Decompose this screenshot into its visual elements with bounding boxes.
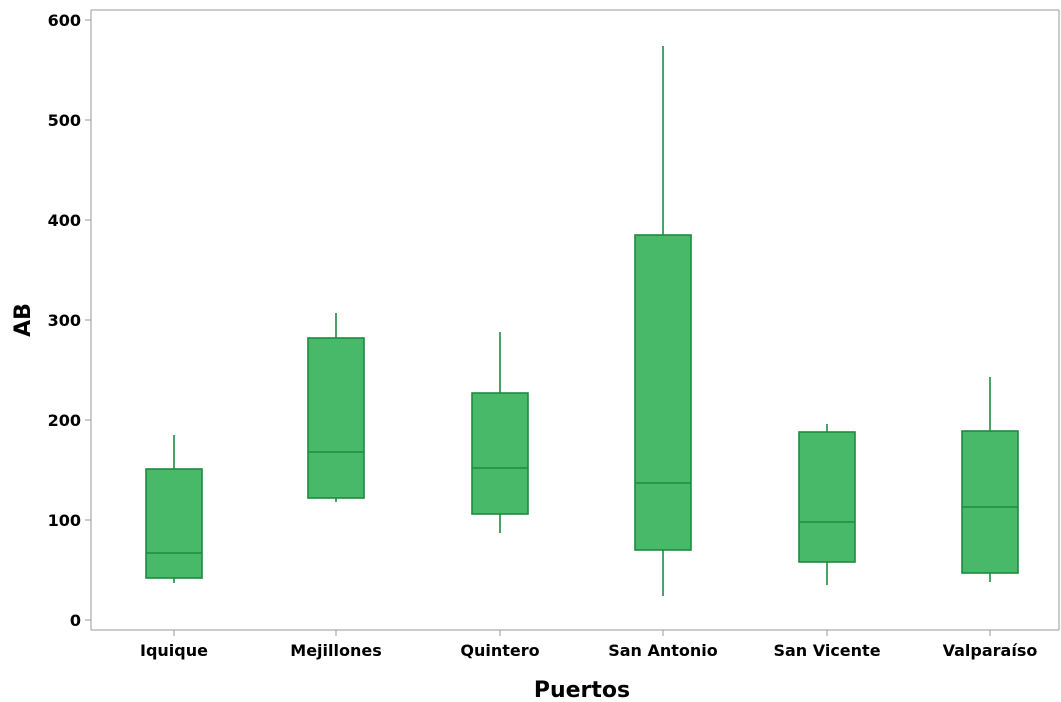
box-iqr — [145, 468, 203, 579]
y-tick-label: 200 — [48, 411, 81, 430]
y-tick-label: 600 — [48, 11, 81, 30]
box-iqr — [961, 430, 1019, 574]
y-tick-label: 100 — [48, 511, 81, 530]
x-tick-label: San Vicente — [773, 641, 880, 660]
y-tick-label: 400 — [48, 211, 81, 230]
x-tick-label: Iquique — [140, 641, 208, 660]
x-axis-title: Puertos — [534, 678, 630, 702]
box-iquique — [145, 435, 203, 583]
box-san-antonio — [634, 46, 692, 596]
y-tick-label: 500 — [48, 111, 81, 130]
box-group — [145, 46, 1019, 596]
x-tick-label: Mejillones — [290, 641, 381, 660]
box-quintero — [471, 332, 529, 533]
x-tick-group: Iquique Mejillones Quintero San Antonio San … — [140, 630, 1037, 660]
box-mejillones — [307, 313, 365, 502]
box-iqr — [307, 337, 365, 499]
y-tick-group: 0 100 200 300 400 500 600 — [48, 11, 91, 630]
y-axis-title: AB — [11, 303, 36, 337]
x-tick-label: Quintero — [460, 641, 539, 660]
x-tick-label: San Antonio — [608, 641, 718, 660]
x-tick-label: Valparaíso — [943, 641, 1038, 660]
box-iqr — [634, 234, 692, 551]
box-valparaíso — [961, 377, 1019, 582]
plot-axes — [90, 9, 1060, 631]
y-tick-label: 0 — [70, 611, 81, 630]
box-iqr — [471, 392, 529, 515]
box-iqr — [798, 431, 856, 563]
y-tick-label: 300 — [48, 311, 81, 330]
box-san-vicente — [798, 424, 856, 585]
